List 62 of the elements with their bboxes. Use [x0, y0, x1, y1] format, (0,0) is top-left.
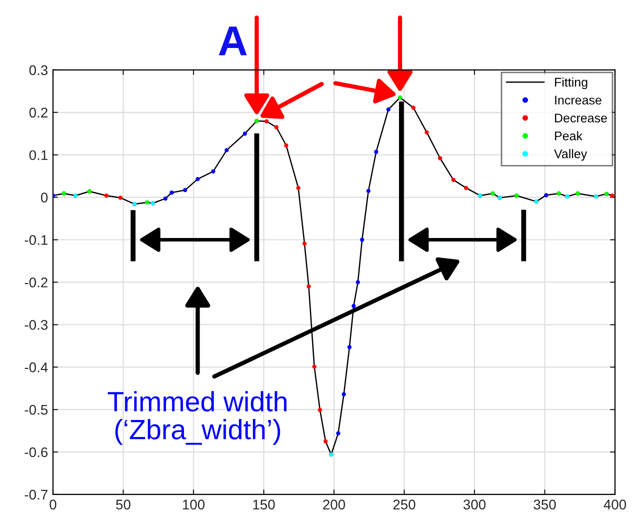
line-series [53, 96, 613, 456]
point [356, 280, 360, 284]
point [196, 176, 200, 182]
x-tick-label: 150 [253, 500, 275, 510]
point [318, 408, 322, 412]
point [360, 238, 364, 242]
point [274, 125, 278, 130]
y-tick-label: -0.6 [24, 447, 48, 458]
x-tick-label: 350 [534, 500, 556, 510]
point [163, 196, 168, 201]
point [544, 193, 548, 198]
y-tick-label: 0.1 [29, 150, 48, 160]
y-tick-label: -0.7 [24, 490, 48, 500]
legend-label: Decrease [555, 114, 607, 122]
point [336, 431, 340, 436]
point [347, 345, 352, 350]
x-tick-label: 0 [50, 500, 56, 510]
point [224, 148, 229, 152]
point [296, 186, 300, 190]
point [104, 194, 108, 198]
point [264, 119, 269, 124]
point [182, 188, 188, 192]
x-tick-label: 100 [182, 500, 205, 510]
y-tick-label: -0.2 [24, 278, 48, 288]
point [211, 169, 216, 174]
point [374, 150, 378, 154]
legend-label: Fitting [555, 77, 588, 90]
x-tick-label: 50 [116, 500, 130, 510]
point [610, 194, 614, 198]
point [312, 364, 316, 369]
point [424, 130, 429, 134]
point [342, 392, 346, 396]
legend-label: Valley [554, 149, 588, 161]
x-tick-label: 200 [323, 500, 346, 510]
text: A [218, 26, 247, 56]
point [323, 439, 328, 444]
legend-label: Peak [555, 131, 583, 140]
y-tick-label: -0.5 [24, 404, 48, 415]
y-tick-label: -0.4 [24, 362, 48, 372]
point [464, 186, 468, 190]
point [306, 284, 311, 289]
point [242, 132, 248, 136]
point [352, 304, 356, 308]
point [386, 107, 390, 112]
y-tick-label: -0.3 [24, 320, 48, 330]
point [451, 178, 456, 182]
y-tick-label: 0 [40, 192, 48, 202]
legend-label: Increase [555, 96, 602, 105]
point [366, 188, 371, 194]
y-tick-label: 0.2 [29, 108, 48, 118]
point [411, 106, 416, 110]
x-tick-label: 400 [604, 500, 626, 510]
y-tick-label: -0.1 [24, 235, 48, 245]
point [302, 241, 307, 246]
x-tick-label: 250 [393, 500, 416, 510]
x-tick-label: 300 [463, 500, 486, 510]
point [284, 143, 288, 148]
point [118, 196, 123, 200]
point [170, 190, 174, 195]
point [438, 156, 442, 160]
annotation: Trimmed width (‘Zbra_width’) [108, 391, 286, 445]
y-tick-label: 0.3 [29, 65, 48, 76]
